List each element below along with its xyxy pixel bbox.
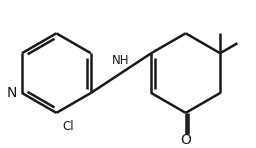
Text: N: N xyxy=(6,86,17,100)
Text: Cl: Cl xyxy=(62,120,74,133)
Text: NH: NH xyxy=(112,54,130,67)
Text: O: O xyxy=(180,133,191,147)
